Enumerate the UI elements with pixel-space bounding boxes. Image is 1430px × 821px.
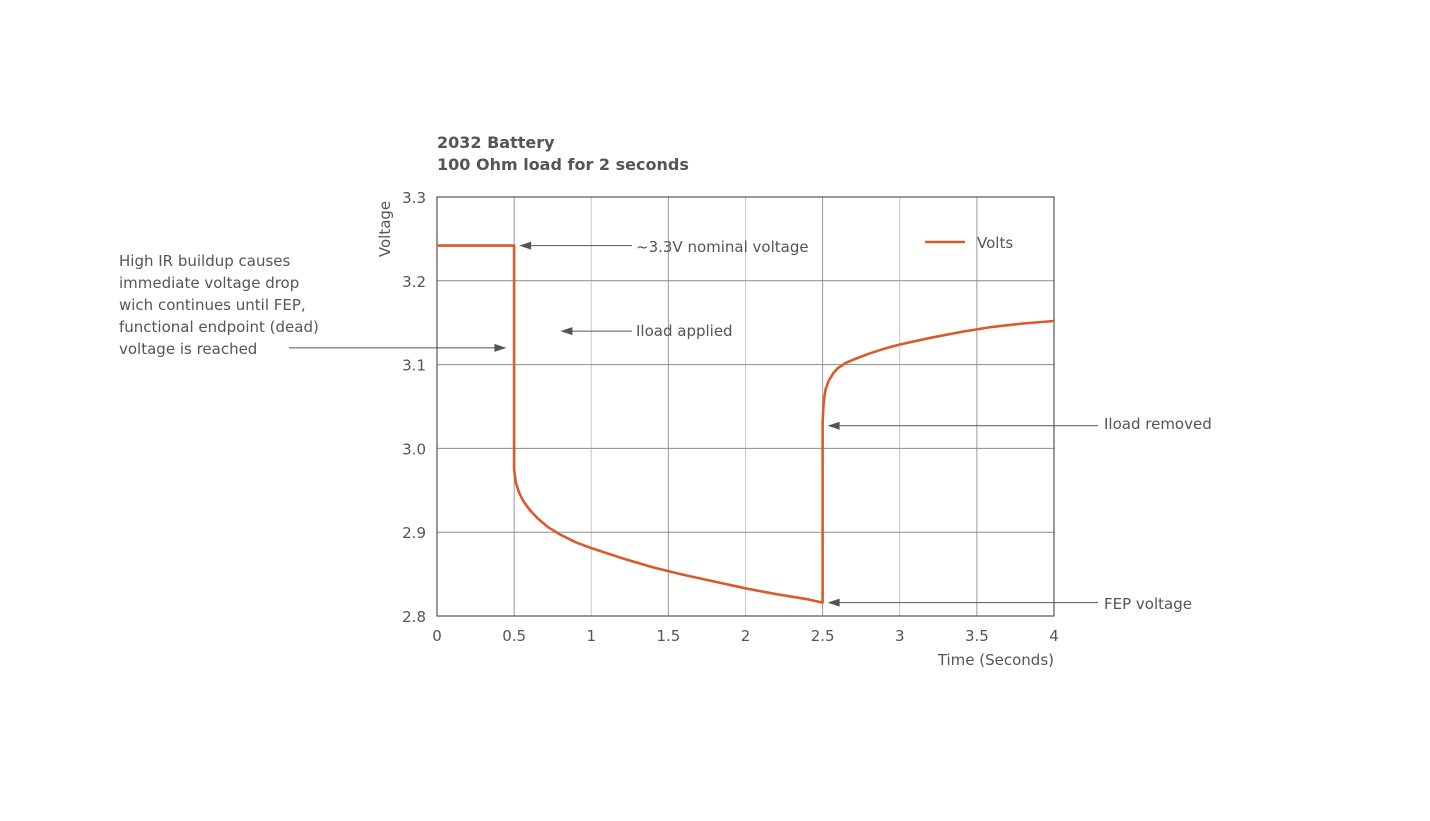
x-tick-label: 0.5 <box>502 627 526 645</box>
x-tick-label: 3 <box>895 627 905 645</box>
x-tick-label: 2 <box>741 627 751 645</box>
annotation-text: ~3.3V nominal voltage <box>636 238 809 256</box>
annotation-arrowhead <box>519 241 532 250</box>
chart-title: 2032 Battery 100 Ohm load for 2 seconds <box>437 133 689 174</box>
y-tick-label: 2.9 <box>402 524 426 542</box>
annotation-nominal: ~3.3V nominal voltage <box>519 238 809 256</box>
annotation-high-ir: High IR buildup causes immediate voltage … <box>119 252 507 358</box>
chart-title-line-2: 100 Ohm load for 2 seconds <box>437 155 689 174</box>
annotation-arrowhead <box>494 343 507 352</box>
grid <box>437 197 1054 616</box>
annotations: ~3.3V nominal voltage Iload applied High I… <box>119 238 1212 613</box>
plot-frame <box>436 196 1055 617</box>
y-axis-label: Voltage <box>376 201 394 257</box>
x-tick-label: 0 <box>432 627 442 645</box>
annotation-text: High IR buildup causes <box>119 252 291 270</box>
series-line-volts <box>437 244 1055 604</box>
x-tick-label: 2.5 <box>811 627 835 645</box>
y-tick-label: 3.3 <box>402 189 426 207</box>
annotation-arrowhead <box>827 421 840 430</box>
x-tick-label: 1.5 <box>656 627 680 645</box>
annotation-iload-removed: Iload removed <box>827 415 1212 433</box>
x-axis-label: Time (Seconds) <box>937 651 1054 669</box>
annotation-fep: FEP voltage <box>827 595 1192 613</box>
annotation-iload-applied: Iload applied <box>560 322 733 340</box>
x-tick-label: 3.5 <box>965 627 989 645</box>
legend: Volts <box>925 234 1013 252</box>
y-tick-label: 3.2 <box>402 273 426 291</box>
y-tick-label: 3.1 <box>402 357 426 375</box>
annotation-text: voltage is reached <box>119 340 257 358</box>
annotation-text: wich continues until FEP, <box>119 296 306 314</box>
annotation-text: FEP voltage <box>1104 595 1192 613</box>
y-axis-ticks: 2.8 2.9 3.0 3.1 3.2 3.3 <box>402 189 426 626</box>
annotation-arrowhead <box>827 598 840 607</box>
annotation-text: Iload applied <box>636 322 733 340</box>
legend-label-volts: Volts <box>977 234 1013 252</box>
annotation-text: Iload removed <box>1104 415 1212 433</box>
y-tick-label: 3.0 <box>402 440 426 458</box>
x-axis-ticks: 0 0.5 1 1.5 2 2.5 3 3.5 4 <box>432 627 1059 645</box>
annotation-arrowhead <box>560 327 573 336</box>
y-tick-label: 2.8 <box>402 608 426 626</box>
annotation-text: immediate voltage drop <box>119 274 299 292</box>
chart-title-line-1: 2032 Battery <box>437 133 555 152</box>
x-tick-label: 4 <box>1049 627 1059 645</box>
annotation-text: functional endpoint (dead) <box>119 318 319 336</box>
x-tick-label: 1 <box>586 627 596 645</box>
